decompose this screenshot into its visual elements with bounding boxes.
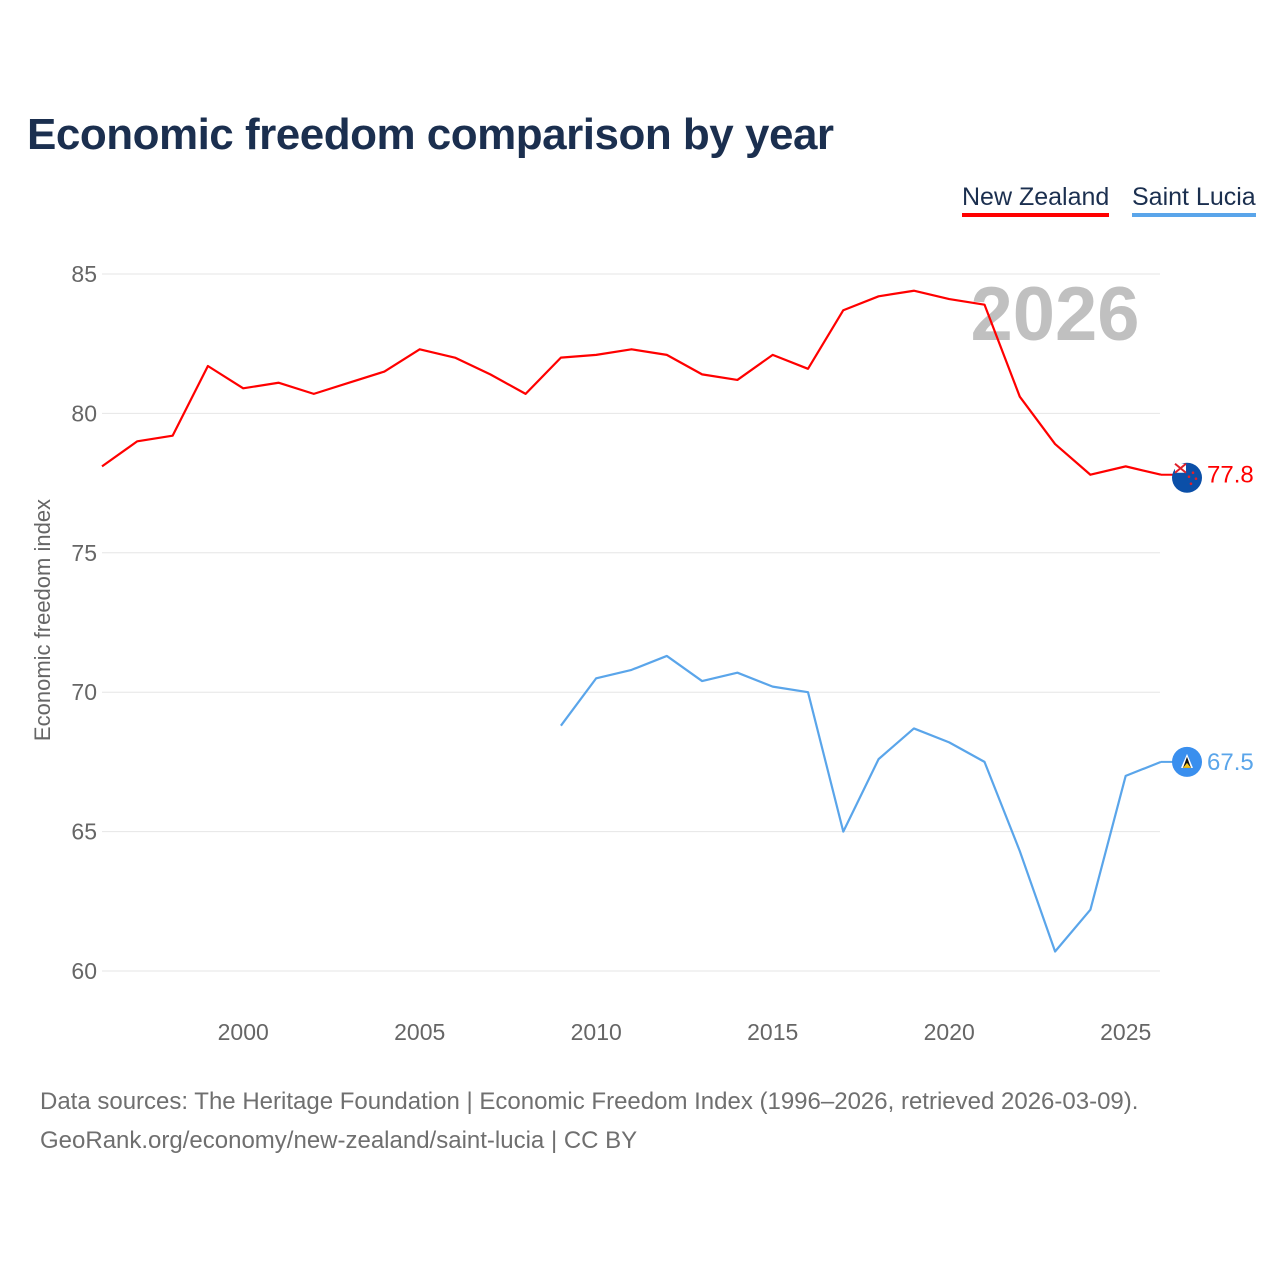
- flag-cross: [1174, 462, 1187, 474]
- flag-triangle-black: [1183, 756, 1191, 768]
- x-tick-label: 2010: [571, 1019, 622, 1045]
- flag-star: [1189, 482, 1193, 486]
- source-note: Data sources: The Heritage Foundation | …: [40, 1088, 1139, 1115]
- end-value-label: 67.5: [1207, 749, 1254, 776]
- flag-triangle-gold: [1183, 762, 1191, 768]
- y-tick-label: 80: [71, 400, 97, 426]
- x-tick-label: 2025: [1100, 1019, 1151, 1045]
- legend-item-new-zealand[interactable]: New Zealand: [962, 183, 1110, 217]
- legend-item-saint-lucia[interactable]: Saint Lucia: [1132, 183, 1256, 217]
- series-line-saint-lucia: [560, 654, 1162, 953]
- source-link[interactable]: GeoRank.org/economy/new-zealand/saint-lu…: [40, 1127, 638, 1154]
- y-axis-label: Economic freedom index: [30, 499, 55, 741]
- x-tick-label: 2005: [394, 1019, 445, 1045]
- y-tick-label: 75: [71, 540, 97, 566]
- flag-star: [1194, 477, 1198, 481]
- series-line-new-zealand: [101, 289, 1162, 476]
- flag-star: [1191, 471, 1195, 475]
- x-tick-label: 2020: [924, 1019, 975, 1045]
- end-value-label: 77.8: [1207, 462, 1254, 489]
- x-tick-label: 2015: [747, 1019, 798, 1045]
- chart-title: Economic freedom comparison by year: [27, 110, 834, 159]
- flag-star: [1187, 475, 1191, 479]
- y-tick-label: 60: [71, 958, 97, 984]
- year-watermark: 2026: [970, 272, 1139, 357]
- y-tick-label: 85: [71, 261, 97, 287]
- x-tick-label: 2000: [218, 1019, 269, 1045]
- y-tick-label: 70: [71, 679, 97, 705]
- y-tick-label: 65: [71, 819, 97, 845]
